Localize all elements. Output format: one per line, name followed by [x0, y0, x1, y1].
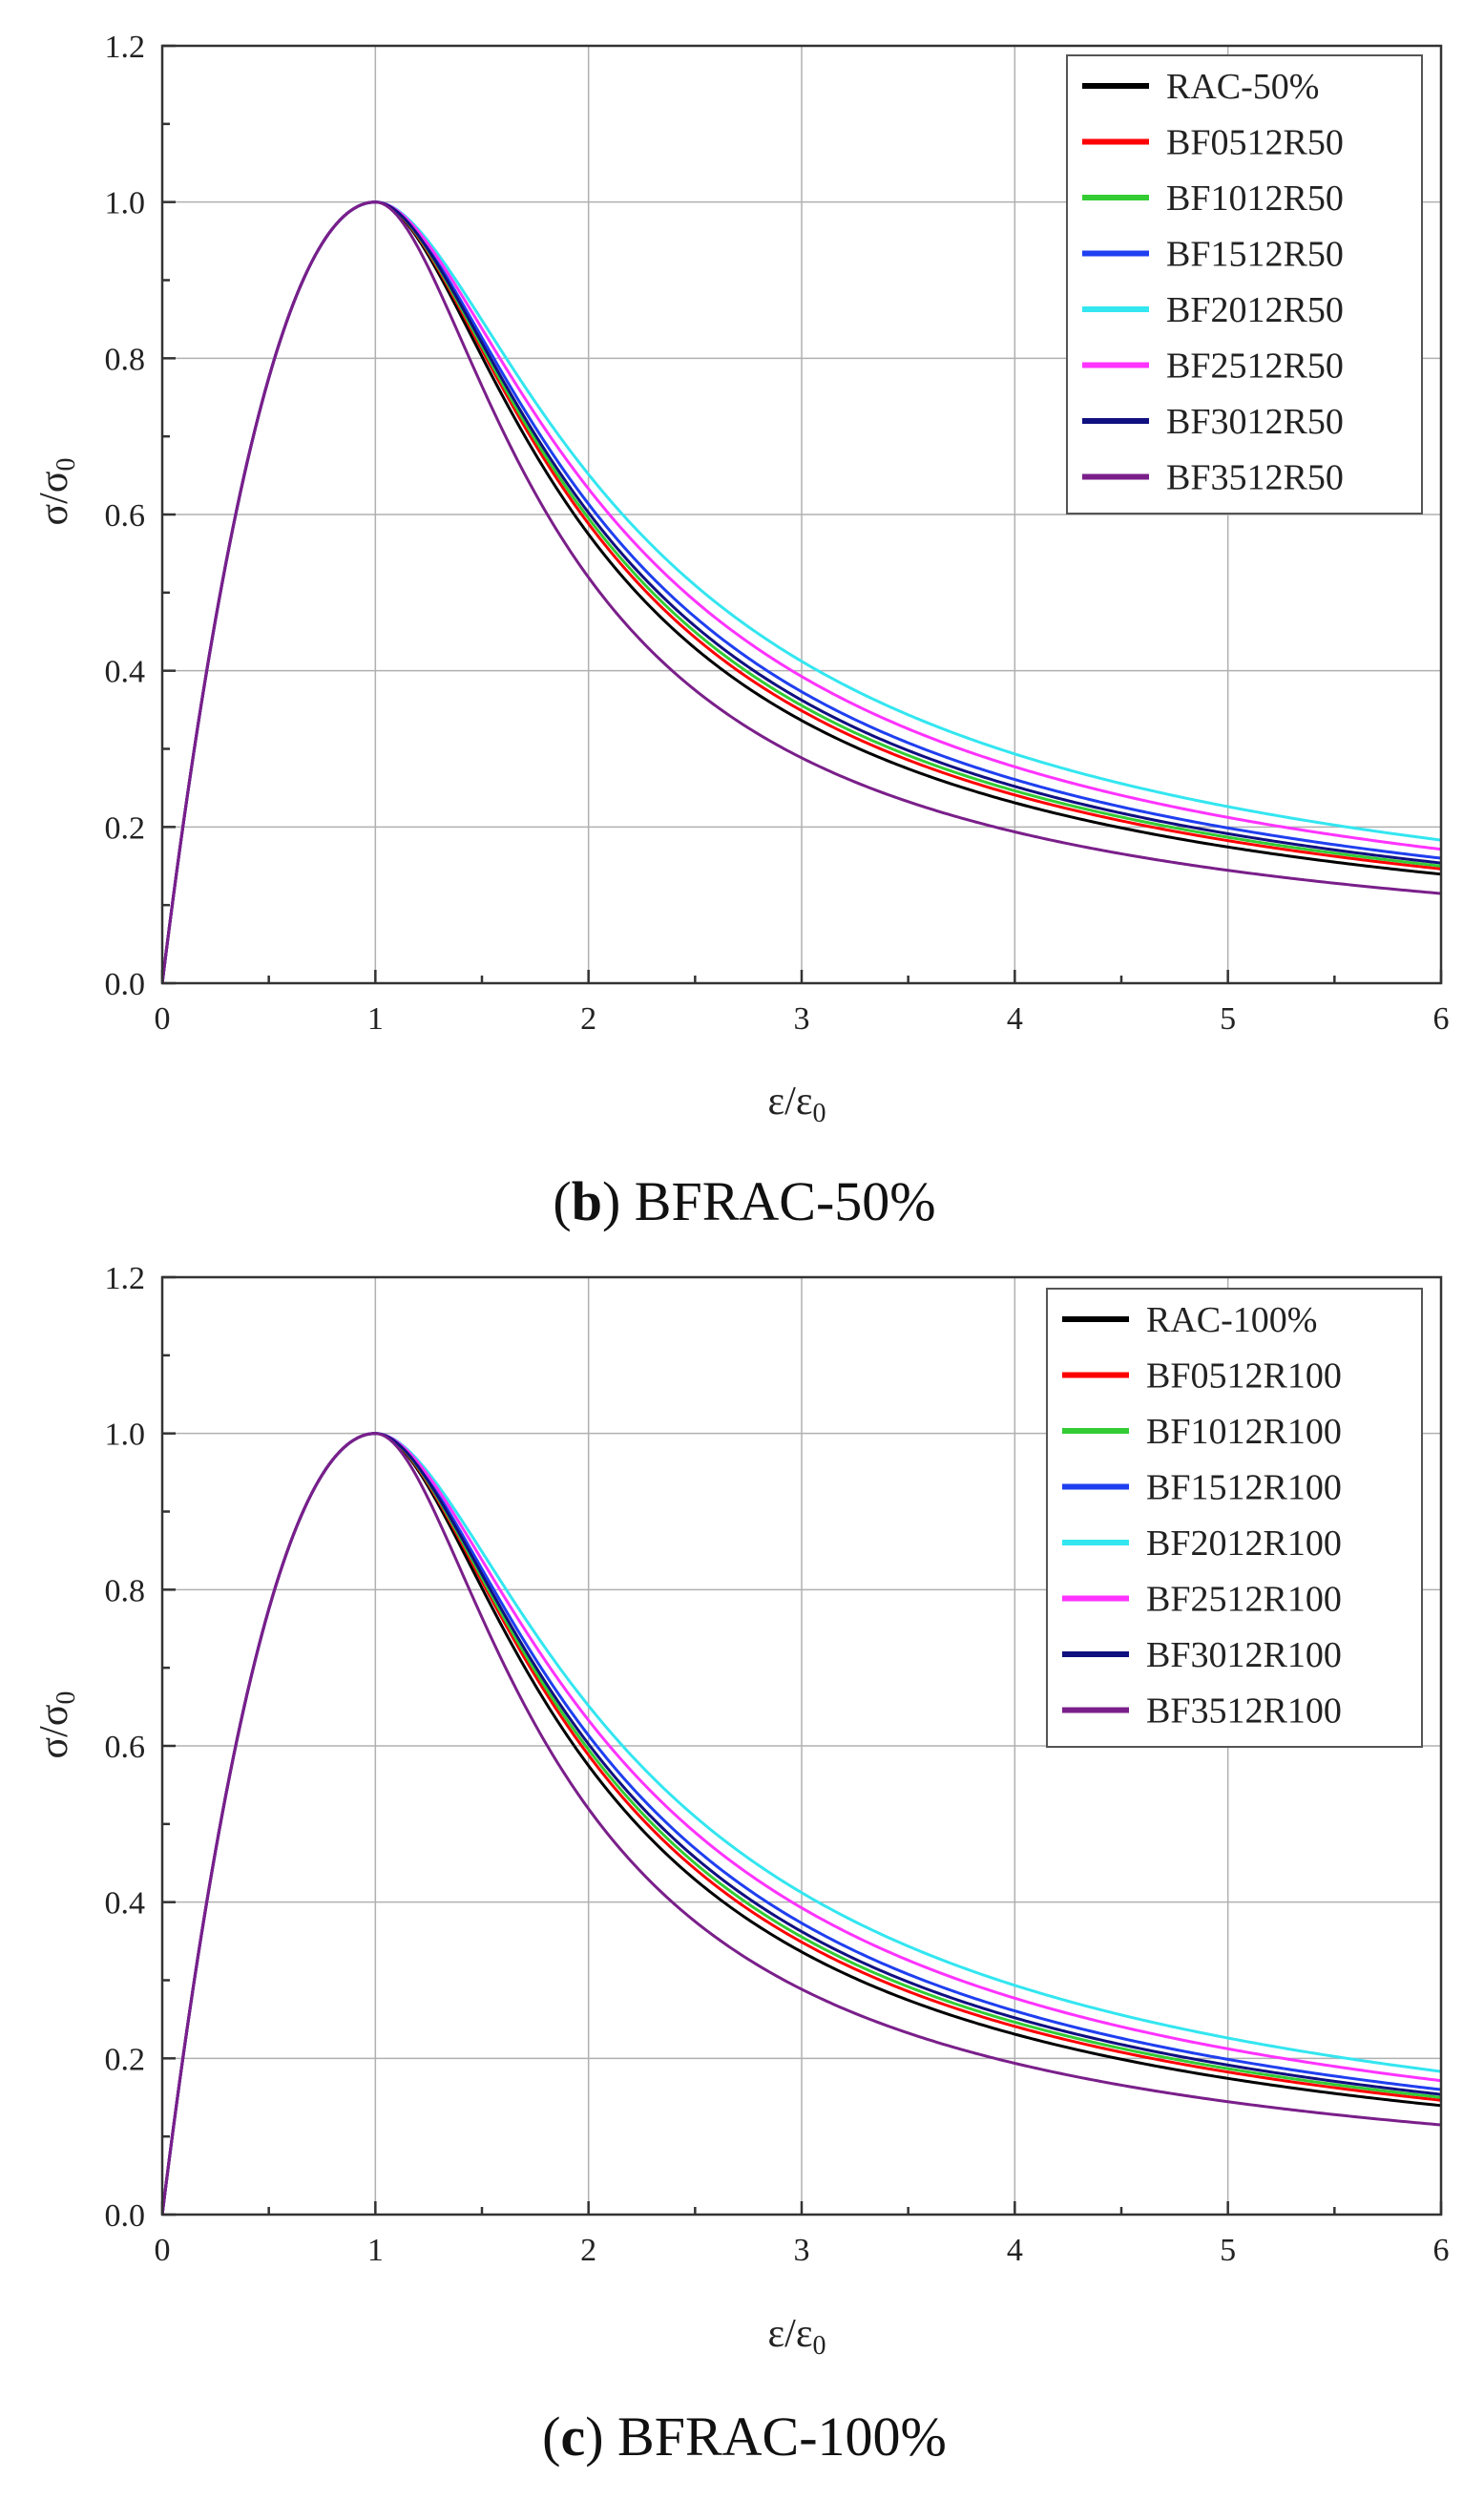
legend-label: BF1512R50 [1166, 235, 1344, 275]
y-tick-label: 0.2 [105, 810, 146, 846]
x-tick-label: 3 [794, 2233, 810, 2268]
legend-label: BF2512R100 [1146, 1580, 1342, 1620]
y-axis-label: σ/σ0 [32, 458, 81, 526]
y-tick-label: 1.2 [105, 1261, 146, 1296]
x-tick-label: 1 [367, 1001, 384, 1037]
y-tick-label: 0.4 [105, 1886, 146, 1922]
legend-box [1046, 1288, 1423, 1748]
series-line-bf3512r50 [162, 200, 1441, 983]
legend-label: BF3012R50 [1166, 402, 1344, 442]
series-line-bf3512r100 [162, 1432, 1441, 2215]
y-tick-label: 1.2 [105, 30, 146, 65]
x-tick-label: 2 [580, 1001, 596, 1037]
y-tick-label: 0.0 [105, 2198, 146, 2234]
y-tick-label: 0.6 [105, 1730, 146, 1765]
legend-label: BF1012R50 [1166, 179, 1344, 219]
y-tick-label: 0.2 [105, 2042, 146, 2077]
legend-label: RAC-100% [1146, 1300, 1317, 1340]
legend-label: BF2012R50 [1166, 290, 1344, 330]
x-axis-label: ε/ε0 [768, 1080, 826, 1128]
panel-caption: (c) BFRAC-100% [542, 2405, 947, 2468]
x-tick-label: 0 [155, 2233, 171, 2268]
panel-caption: (b) BFRAC-50% [553, 1170, 935, 1232]
legend-label: BF1512R100 [1146, 1468, 1342, 1508]
x-tick-label: 6 [1433, 1001, 1450, 1037]
x-tick-label: 2 [580, 2233, 596, 2268]
legend-label: BF3012R100 [1146, 1635, 1342, 1675]
y-tick-label: 1.0 [105, 186, 146, 221]
y-tick-label: 1.0 [105, 1418, 146, 1453]
y-axis-label: σ/σ0 [32, 1691, 81, 1759]
plot-frame [160, 1275, 1443, 2216]
x-tick-label: 5 [1220, 1001, 1236, 1037]
legend-label: BF3512R100 [1146, 1691, 1342, 1732]
x-tick-label: 5 [1220, 2233, 1236, 2268]
legend: RAC-100% BF0512R100 BF1012R100 BF1512R100 BF… [1046, 1288, 1423, 1748]
legend-label: BF2512R50 [1166, 347, 1344, 387]
y-tick-label: 0.0 [105, 967, 146, 1002]
plot-frame [160, 44, 1443, 985]
legend-label: BF2012R100 [1146, 1523, 1342, 1564]
x-tick-label: 4 [1007, 2233, 1023, 2268]
chart-panel-b: 0 1 2 3 4 5 6 0.0 0.2 0.4 0.6 0.8 1.0 1.2 RAC-50% BF051… [32, 30, 1450, 1232]
x-tick-label: 6 [1433, 2233, 1450, 2268]
x-tick-label: 3 [794, 1001, 810, 1037]
legend-box [1066, 54, 1423, 515]
series-lines [162, 200, 1441, 983]
y-tick-label: 0.8 [105, 342, 146, 377]
y-tick-label: 0.4 [105, 655, 146, 690]
legend-label: BF1012R100 [1146, 1412, 1342, 1452]
legend: RAC-50% BF0512R50 BF1012R50 BF1512R50 BF2012… [1066, 54, 1423, 515]
x-axis-label: ε/ε0 [768, 2312, 826, 2361]
legend-label: BF0512R100 [1146, 1356, 1342, 1397]
legend-label: BF3512R50 [1166, 458, 1344, 498]
chart-panel-c: 0 1 2 3 4 5 6 0.0 0.2 0.4 0.6 0.8 1.0 1.2 RAC-100% BF05… [32, 1261, 1450, 2468]
legend-label: BF0512R50 [1166, 123, 1344, 163]
x-tick-label: 1 [367, 2233, 384, 2268]
x-tick-label: 4 [1007, 1001, 1023, 1037]
series-lines [162, 1432, 1441, 2215]
y-tick-label: 0.6 [105, 498, 146, 534]
x-tick-label: 0 [155, 1001, 171, 1037]
y-tick-label: 0.8 [105, 1573, 146, 1608]
legend-label: RAC-50% [1166, 67, 1319, 107]
